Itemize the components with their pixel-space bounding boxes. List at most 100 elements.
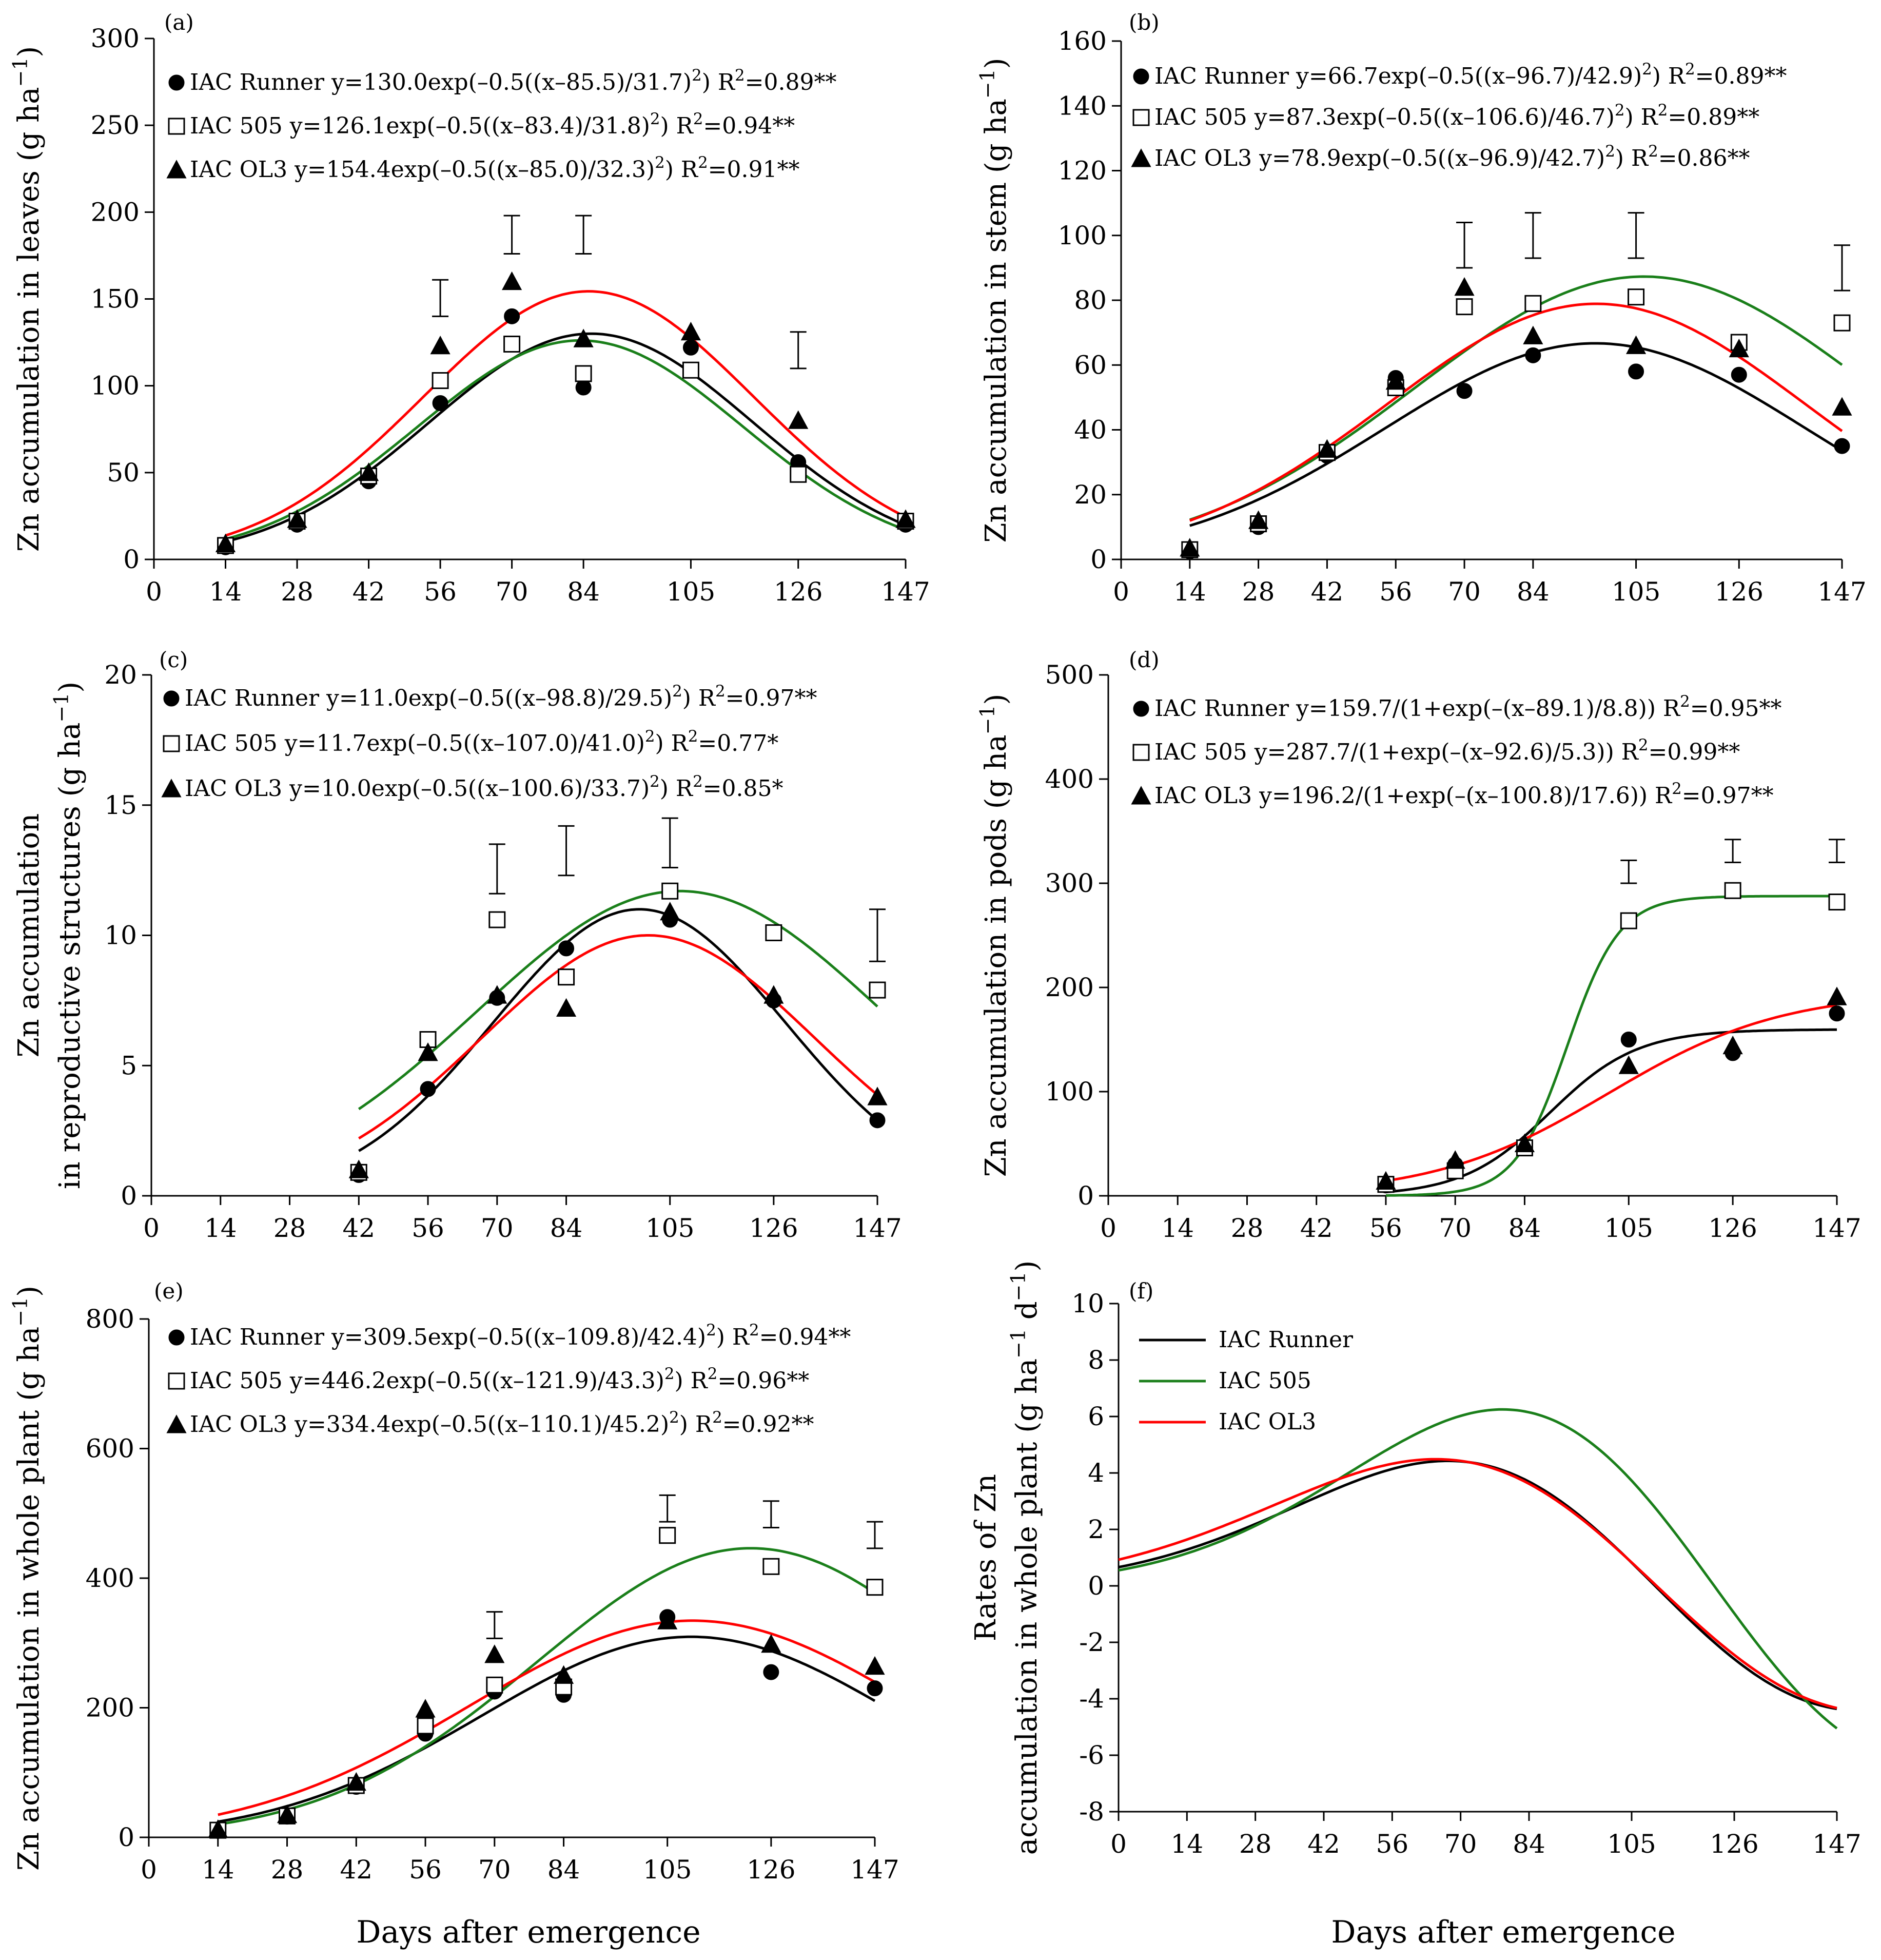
data-point-iac-runner bbox=[1620, 1032, 1637, 1047]
y-tick-label: 0 bbox=[1090, 545, 1107, 574]
y-tick-label: 500 bbox=[1045, 660, 1094, 690]
x-tick-label: 147 bbox=[853, 1213, 902, 1243]
legend-marker bbox=[166, 160, 187, 179]
data-point-iac-ol3 bbox=[573, 328, 594, 347]
y-tick-label: 2 bbox=[1088, 1515, 1104, 1544]
x-tick-label: 105 bbox=[1604, 1213, 1653, 1243]
x-tick-label: 70 bbox=[1439, 1213, 1472, 1243]
fit-curve-iac-runner bbox=[358, 908, 878, 1152]
data-point-iac-505 bbox=[1628, 288, 1645, 306]
x-tick-label: 14 bbox=[209, 577, 242, 607]
data-point-iac-505 bbox=[866, 1579, 884, 1596]
panel-label: (d) bbox=[1129, 647, 1160, 672]
x-tick-label: 0 bbox=[1100, 1213, 1116, 1243]
data-point-iac-ol3 bbox=[1618, 1055, 1639, 1074]
y-tick-label: 0 bbox=[123, 545, 140, 574]
data-point-iac-ol3 bbox=[788, 410, 809, 429]
legend-marker bbox=[1133, 68, 1149, 85]
data-point-iac-ol3 bbox=[1317, 439, 1338, 458]
panel-c: 0 5 10 15 20 0 14 28 42 56 70 84 105 126 147 (c) Zn accu… bbox=[12, 647, 902, 1243]
x-tick-label: 42 bbox=[342, 1213, 375, 1243]
data-point-iac-ol3 bbox=[1827, 986, 1847, 1005]
y-axis-title: Zn accumulation in whole plant (g ha−1) bbox=[9, 1286, 46, 1871]
y-tick-label: -8 bbox=[1079, 1797, 1104, 1827]
x-tick-label: 126 bbox=[1710, 1829, 1758, 1859]
data-point-iac-runner bbox=[1456, 383, 1473, 399]
data-point-iac-runner bbox=[420, 1081, 436, 1097]
x-tick-label: 0 bbox=[143, 1213, 160, 1243]
x-tick-label: 42 bbox=[340, 1855, 373, 1885]
y-tick-label: 200 bbox=[1045, 973, 1094, 1002]
x-tick-label: 84 bbox=[550, 1213, 583, 1243]
legend-label: IAC Runner y=11.0exp(–0.5((x–98.8)/29.5)… bbox=[185, 682, 817, 711]
x-tick-label: 126 bbox=[749, 1213, 798, 1243]
x-tick-label: 42 bbox=[352, 577, 385, 607]
panel-label: (f) bbox=[1129, 1278, 1153, 1304]
legend-marker bbox=[163, 690, 180, 707]
data-point-iac-ol3 bbox=[660, 902, 680, 921]
panel-e: 0 200 400 600 800 0 14 28 42 56 70 84 105 126 147 (e) Zn… bbox=[9, 1278, 899, 1885]
x-tick-label: 14 bbox=[204, 1213, 237, 1243]
y-tick-label: 10 bbox=[1071, 1289, 1104, 1318]
fit-curve-iac-505 bbox=[218, 1547, 876, 1826]
legend-label: IAC 505 y=126.1exp(–0.5((x–83.4)/31.8)2)… bbox=[190, 110, 795, 139]
legend-label: IAC OL3 y=10.0exp(–0.5((x–100.6)/33.7)2)… bbox=[185, 772, 783, 802]
legend-marker bbox=[168, 1372, 185, 1390]
y-tick-label: 40 bbox=[1074, 415, 1107, 445]
data-point-iac-505 bbox=[488, 911, 506, 928]
y-axis-title: Zn accumulation bbox=[12, 813, 46, 1058]
data-point-iac-runner bbox=[1834, 438, 1850, 454]
x-tick-label: 0 bbox=[146, 577, 162, 607]
data-point-iac-505 bbox=[503, 335, 521, 353]
panel-a: 0 50 100 150 200 250 300 0 14 28 42 56 70 84 105 126 147… bbox=[9, 10, 930, 607]
data-point-iac-ol3 bbox=[867, 1086, 888, 1105]
data-point-iac-ol3 bbox=[358, 462, 379, 481]
data-point-iac-runner bbox=[869, 1112, 886, 1129]
data-point-iac-ol3 bbox=[418, 1042, 438, 1061]
x-tick-label: 42 bbox=[1311, 577, 1344, 607]
fit-curve-iac-runner bbox=[1118, 1460, 1837, 1711]
x-axis-title-left: Days after emergence bbox=[356, 1914, 700, 1950]
y-tick-label: 600 bbox=[86, 1434, 134, 1464]
y-tick-label: 6 bbox=[1088, 1402, 1104, 1431]
data-point-iac-ol3 bbox=[1832, 397, 1852, 416]
y-tick-label: 20 bbox=[1074, 480, 1107, 510]
x-tick-label: 14 bbox=[1161, 1213, 1194, 1243]
x-tick-label: 56 bbox=[1376, 1829, 1409, 1859]
y-tick-label: 60 bbox=[1074, 350, 1107, 380]
data-point-iac-runner bbox=[1628, 363, 1644, 380]
x-tick-label: 105 bbox=[1612, 577, 1660, 607]
x-tick-label: 28 bbox=[1242, 577, 1275, 607]
panel-b: 0 20 40 60 80 100 120 140 160 0 14 28 42 56 70 84 105 126… bbox=[976, 10, 1867, 607]
y-tick-label: 10 bbox=[104, 921, 137, 950]
data-point-iac-ol3 bbox=[487, 985, 507, 1004]
data-point-iac-505 bbox=[659, 1527, 676, 1544]
y-tick-label: 0 bbox=[1077, 1181, 1094, 1211]
legend-label: IAC OL3 y=78.9exp(–0.5((x–96.9)/42.7)2) … bbox=[1154, 142, 1750, 171]
data-point-iac-ol3 bbox=[1180, 538, 1200, 557]
x-tick-label: 126 bbox=[747, 1855, 795, 1885]
data-point-iac-ol3 bbox=[208, 1819, 228, 1838]
y-axis-title: Rates of Zn bbox=[969, 1474, 1003, 1641]
panel-label: (c) bbox=[159, 647, 188, 672]
data-point-iac-ol3 bbox=[556, 998, 577, 1017]
y-tick-label: 15 bbox=[104, 790, 137, 820]
y-tick-label: 120 bbox=[1058, 156, 1107, 186]
x-tick-label: 14 bbox=[1171, 1829, 1204, 1859]
data-point-iac-ol3 bbox=[1729, 338, 1749, 358]
x-tick-label: 70 bbox=[1444, 1829, 1477, 1859]
panel-label: (e) bbox=[154, 1278, 184, 1304]
fit-curve-iac-505 bbox=[1386, 895, 1837, 1197]
data-point-iac-505 bbox=[575, 365, 592, 382]
x-tick-label: 0 bbox=[141, 1855, 157, 1885]
x-tick-label: 84 bbox=[547, 1855, 580, 1885]
legend-label: IAC Runner y=159.7/(1+exp(–(x–89.1)/8.8)… bbox=[1154, 692, 1782, 722]
panel-label: (a) bbox=[164, 10, 194, 35]
legend-marker bbox=[168, 1329, 185, 1346]
x-tick-label: 70 bbox=[478, 1855, 511, 1885]
y-tick-label: 140 bbox=[1058, 91, 1107, 121]
y-tick-label: 300 bbox=[1045, 868, 1094, 898]
y-axis-title: Zn accumulation in leaves (g ha−1) bbox=[9, 46, 46, 552]
data-point-iac-ol3 bbox=[1625, 335, 1647, 354]
data-point-iac-505 bbox=[486, 1676, 503, 1694]
